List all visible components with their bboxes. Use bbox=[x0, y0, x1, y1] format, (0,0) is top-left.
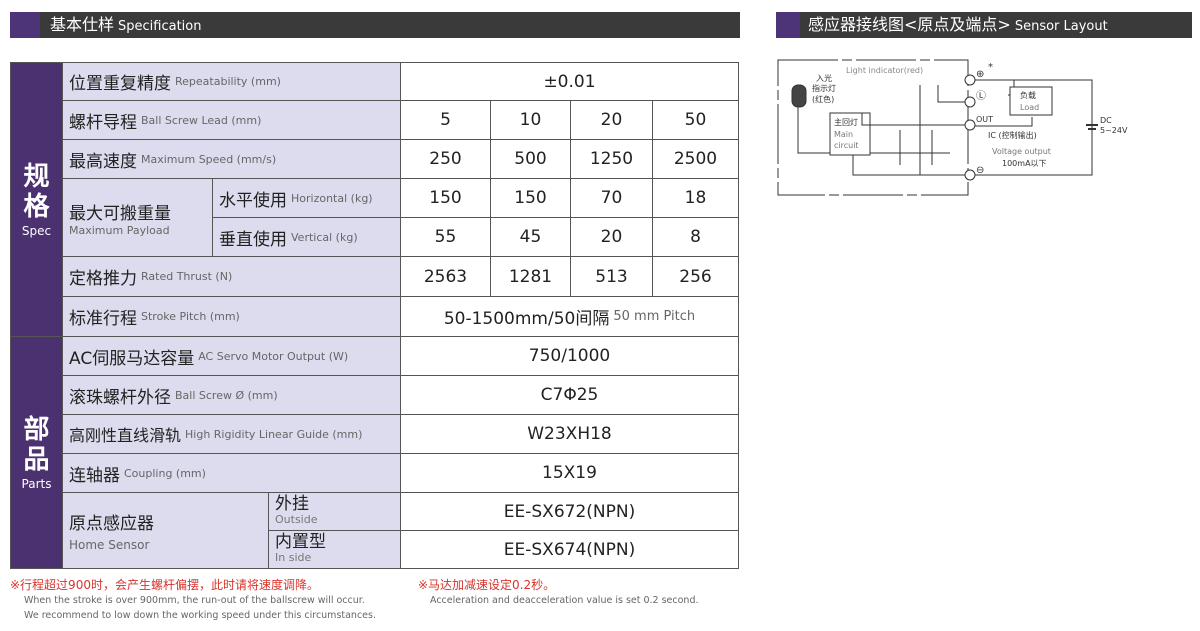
lead-value: 50 bbox=[652, 100, 739, 140]
out-terminal-label: OUT bbox=[976, 115, 993, 124]
note-stroke-en1: When the stroke is over 900mm, the run-o… bbox=[24, 595, 365, 606]
load-zh: 负载 bbox=[1020, 90, 1036, 100]
dc-voltage-label: 5~24V bbox=[1100, 126, 1128, 135]
plus-terminal: ⊕ bbox=[976, 69, 984, 80]
repeatability-label: 位置重复精度 Repeatability (mm) bbox=[62, 62, 401, 101]
linear-guide-label: 高刚性直线滑轨 High Rigidity Linear Guide (mm) bbox=[62, 414, 401, 454]
linear-guide-value: W23XH18 bbox=[400, 414, 739, 454]
vertical-value: 8 bbox=[652, 217, 739, 257]
parts-group-label: 部品 Parts bbox=[10, 336, 63, 569]
lead-value: 5 bbox=[400, 100, 491, 140]
speed-value: 2500 bbox=[652, 139, 739, 179]
thrust-value: 2563 bbox=[400, 256, 491, 297]
thrust-value: 513 bbox=[570, 256, 653, 297]
home-sensor-inside-label: 内置型 In side bbox=[268, 530, 401, 569]
max-speed-label: 最高速度 Maximum Speed (mm/s) bbox=[62, 139, 401, 179]
thrust-value: 1281 bbox=[490, 256, 571, 297]
sensor-wiring-diagram: Light indicator(red) 入光 指示灯 (红色) 主回灯 Mai… bbox=[777, 59, 1128, 196]
home-sensor-label: 原点感应器 Home Sensor bbox=[62, 492, 269, 569]
light-indicator-label: Light indicator(red) bbox=[846, 66, 923, 75]
note-accel-zh: ※马达加减速设定0.2秒。 bbox=[418, 578, 556, 592]
thrust-value: 256 bbox=[652, 256, 739, 297]
note-accel-en: Acceleration and deacceleration value is… bbox=[430, 595, 699, 606]
stroke-pitch-value: 50-1500mm/50间隔 50 mm Pitch bbox=[400, 296, 739, 337]
lead-value: 20 bbox=[570, 100, 653, 140]
star-mark: * bbox=[988, 62, 993, 73]
main-circuit-en1: Main bbox=[834, 130, 853, 139]
horizontal-label: 水平使用 Horizontal (kg) bbox=[212, 178, 401, 218]
note-stroke-zh: ※行程超过900时，会产生螺杆偏摆，此时请将速度调降。 bbox=[10, 578, 319, 592]
dc-label: DC bbox=[1100, 116, 1112, 125]
spec-section-header: 基本仕样 Specification bbox=[10, 12, 740, 38]
horizontal-value: 18 bbox=[652, 178, 739, 218]
current-label: 100mA以下 bbox=[1002, 159, 1047, 168]
red-label: (红色) bbox=[812, 94, 834, 104]
coupling-value: 15X19 bbox=[400, 453, 739, 493]
speed-value: 1250 bbox=[570, 139, 653, 179]
repeatability-value: ±0.01 bbox=[400, 62, 739, 101]
load-en: Load bbox=[1020, 103, 1039, 112]
horizontal-value: 150 bbox=[490, 178, 571, 218]
in-light-label: 入光 bbox=[816, 73, 832, 83]
ball-screw-lead-label: 螺杆导程 Ball Screw Lead (mm) bbox=[62, 100, 401, 140]
ic-label: IC (控制输出) bbox=[988, 130, 1037, 140]
vertical-value: 55 bbox=[400, 217, 491, 257]
motor-output-value: 750/1000 bbox=[400, 336, 739, 376]
home-sensor-outside-label: 外挂 Outside bbox=[268, 492, 401, 531]
vertical-value: 45 bbox=[490, 217, 571, 257]
motor-output-label: AC伺服马达容量 AC Servo Motor Output (W) bbox=[62, 336, 401, 376]
rated-thrust-label: 定格推力 Rated Thrust (N) bbox=[62, 256, 401, 297]
vertical-label: 垂直使用 Vertical (kg) bbox=[212, 217, 401, 257]
home-sensor-outside-value: EE-SX672(NPN) bbox=[400, 492, 739, 531]
l-terminal: Ⓛ bbox=[976, 90, 986, 102]
home-sensor-inside-value: EE-SX674(NPN) bbox=[400, 530, 739, 569]
minus-terminal: ⊖ bbox=[976, 165, 984, 176]
ball-screw-diameter-label: 滚珠螺杆外径 Ball Screw Ø (mm) bbox=[62, 375, 401, 415]
ball-screw-diameter-value: C7Φ25 bbox=[400, 375, 739, 415]
stroke-pitch-label: 标准行程 Stroke Pitch (mm) bbox=[62, 296, 401, 337]
sensor-section-header: 感应器接线图<原点及端点> Sensor Layout bbox=[776, 12, 1192, 38]
lead-value: 10 bbox=[490, 100, 571, 140]
speed-value: 250 bbox=[400, 139, 491, 179]
spec-group-label: 规格 Spec bbox=[10, 62, 63, 337]
indicator-label: 指示灯 bbox=[812, 83, 836, 93]
horizontal-value: 70 bbox=[570, 178, 653, 218]
horizontal-value: 150 bbox=[400, 178, 491, 218]
vertical-value: 20 bbox=[570, 217, 653, 257]
coupling-label: 连轴器 Coupling (mm) bbox=[62, 453, 401, 493]
main-circuit-zh: 主回灯 bbox=[834, 117, 858, 127]
speed-value: 500 bbox=[490, 139, 571, 179]
voltage-output-label: Voltage output bbox=[992, 147, 1051, 156]
max-payload-label: 最大可搬重量 Maximum Payload bbox=[62, 178, 213, 257]
note-stroke-en2: We recommend to low down the working spe… bbox=[24, 610, 376, 621]
main-circuit-en2: circuit bbox=[834, 141, 859, 150]
